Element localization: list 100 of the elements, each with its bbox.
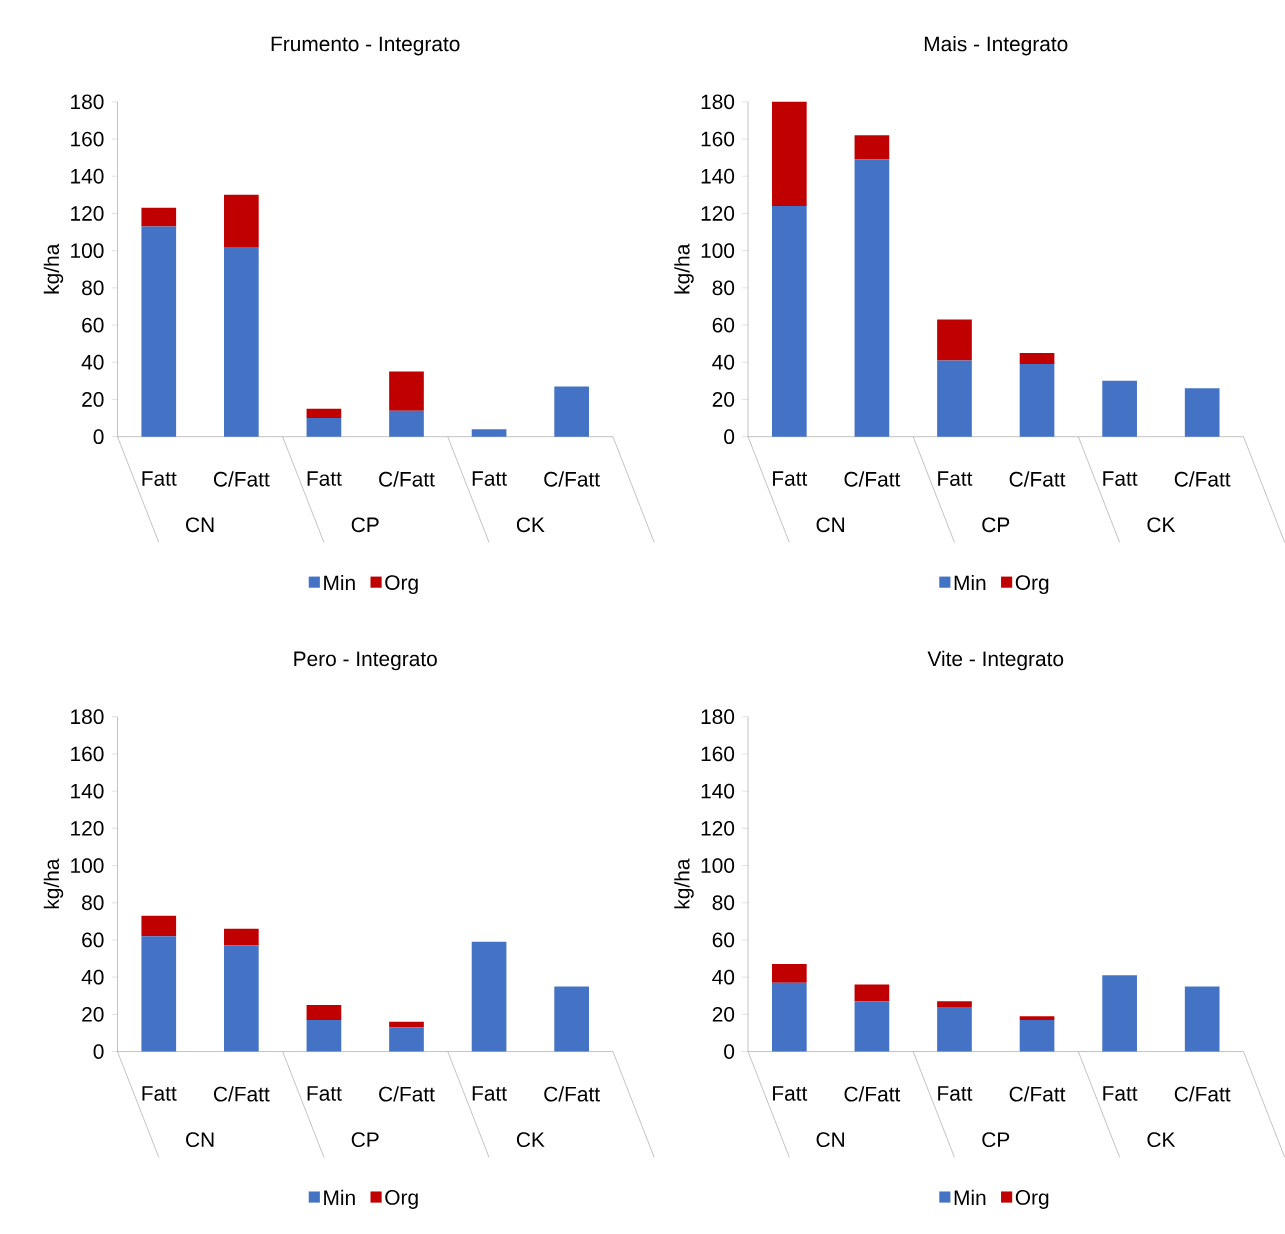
y-tick-label: 120 — [71, 206, 104, 221]
bar — [141, 936, 177, 1052]
x-tick-label: Fatt — [938, 471, 973, 487]
y-tick-label: 80 — [82, 280, 104, 296]
bar — [554, 386, 589, 437]
bar — [141, 208, 177, 227]
x-tick-label: C/Fatt — [1174, 471, 1231, 487]
y-axis-title: kg/ha — [674, 243, 694, 294]
bar — [854, 159, 890, 437]
bar — [1102, 975, 1137, 1052]
text: CK — [516, 1132, 545, 1148]
y-tick-label: 40 — [81, 355, 104, 370]
bar — [771, 206, 807, 437]
text: CN — [186, 1132, 214, 1148]
bar — [854, 984, 890, 1002]
legend-label: Min — [324, 1189, 355, 1206]
x-tick-label: C/Fatt — [213, 471, 270, 487]
bar — [389, 1021, 424, 1028]
y-axis-title: kg/ha — [674, 858, 694, 909]
legend-label: Min — [954, 575, 986, 591]
x-tick-label: C/Fatt — [1174, 1086, 1231, 1102]
y-tick-label: 80 — [712, 280, 735, 296]
bar — [306, 418, 342, 437]
y-tick-label: 180 — [71, 94, 104, 110]
y-axis-title: kg/ha — [43, 858, 64, 909]
bar — [937, 1007, 972, 1052]
bar — [389, 371, 424, 411]
y-tick-label: 60 — [712, 932, 735, 948]
x-tick-label: Fatt — [472, 471, 507, 487]
x-tick-label: Fatt — [773, 471, 808, 487]
bar — [771, 101, 807, 207]
legend-label: Min — [954, 1189, 986, 1206]
y-tick-label: 180 — [71, 709, 104, 725]
bar — [471, 429, 507, 437]
y-tick-label: 60 — [82, 932, 104, 948]
bar — [554, 986, 589, 1052]
x-tick-label: C/Fatt — [1009, 1086, 1066, 1102]
y-tick-label: 160 — [701, 746, 735, 762]
x-tick-label: Fatt — [142, 471, 177, 487]
x-tick-label: Fatt — [142, 1086, 177, 1101]
y-tick-label: 40 — [712, 969, 735, 985]
x-tick-label: C/Fatt — [379, 1086, 435, 1102]
legend-label: Org — [385, 575, 418, 595]
legend-label: Org — [385, 1190, 418, 1210]
y-tick-label: 40 — [712, 355, 735, 370]
y-tick-label: 120 — [701, 206, 735, 221]
y-tick-label: 20 — [712, 1007, 735, 1022]
bar — [1019, 1016, 1055, 1021]
chart-title: Vite - Integrato — [927, 651, 1064, 671]
y-tick-label: 0 — [93, 429, 104, 445]
bar — [1019, 1020, 1055, 1052]
legend-label: Org — [1015, 575, 1049, 595]
x-tick-label: C/Fatt — [544, 1086, 600, 1102]
x-tick-label: Fatt — [1103, 1086, 1138, 1101]
x-tick-label: Fatt — [307, 1086, 342, 1101]
text: CK — [1147, 1132, 1176, 1148]
text: CN — [816, 1132, 844, 1148]
y-tick-label: 120 — [71, 821, 104, 836]
bar — [224, 928, 259, 946]
y-tick-label: 160 — [701, 131, 735, 147]
bar — [306, 1005, 342, 1021]
bar — [1184, 388, 1220, 437]
y-tick-label: 60 — [82, 317, 104, 333]
x-tick-label: Fatt — [307, 471, 342, 487]
text: CP — [982, 517, 1010, 533]
y-tick-label: 140 — [701, 783, 735, 799]
bar — [771, 964, 807, 983]
text: CN — [816, 517, 844, 533]
bar — [937, 319, 972, 361]
y-tick-label: 140 — [71, 783, 104, 799]
bar — [306, 408, 342, 419]
x-tick-label: C/Fatt — [844, 1086, 901, 1102]
text: CP — [351, 1132, 379, 1148]
y-tick-label: 0 — [93, 1044, 104, 1060]
y-tick-label: 100 — [701, 858, 735, 874]
bar — [854, 135, 890, 160]
bar — [1184, 986, 1220, 1052]
y-tick-label: 100 — [71, 858, 104, 874]
y-tick-label: 0 — [724, 1044, 735, 1060]
text: CP — [351, 517, 379, 533]
bar — [389, 1027, 424, 1052]
x-tick-label: C/Fatt — [213, 1086, 270, 1102]
y-tick-label: 80 — [712, 895, 735, 911]
text: CP — [982, 1132, 1010, 1148]
x-tick-label: Fatt — [1103, 471, 1138, 487]
text: CK — [516, 517, 545, 533]
y-tick-label: 100 — [701, 243, 735, 259]
x-tick-label: Fatt — [472, 1086, 507, 1101]
text: CK — [1147, 517, 1176, 533]
bar — [1019, 364, 1055, 437]
y-tick-label: 160 — [71, 131, 104, 147]
y-tick-label: 20 — [82, 392, 104, 408]
bar — [471, 941, 507, 1052]
y-tick-label: 180 — [701, 709, 735, 725]
bar — [141, 915, 177, 937]
bar — [854, 1001, 890, 1052]
y-tick-label: 60 — [712, 317, 735, 333]
chart-title: Pero - Integrato — [294, 651, 437, 671]
bar — [389, 410, 424, 437]
bar — [224, 945, 259, 1052]
